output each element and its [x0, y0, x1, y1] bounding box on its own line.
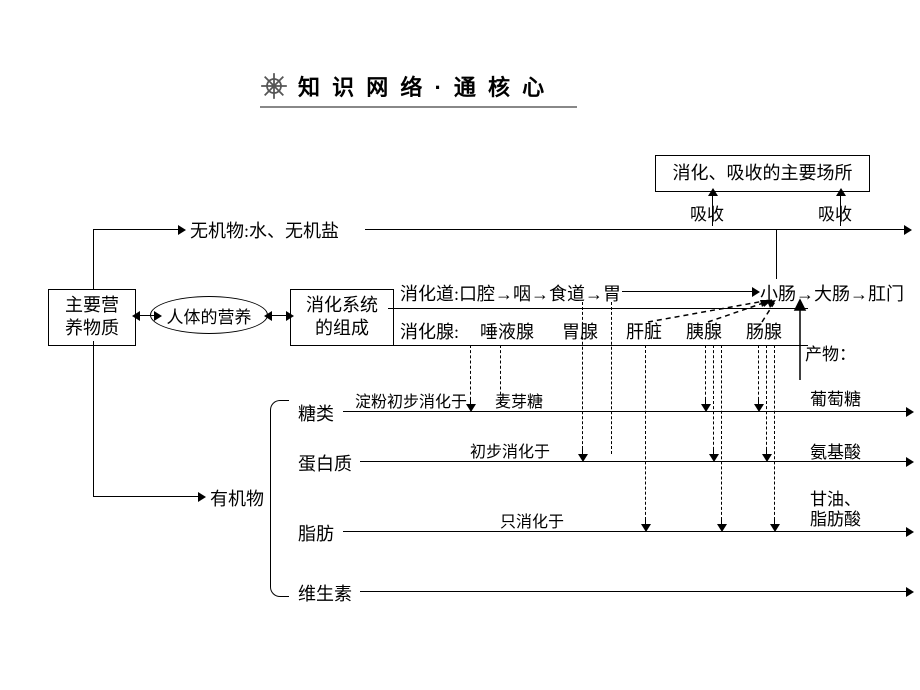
- box-digestive-system: 消化系统 的组成: [290, 289, 394, 346]
- label-glucose: 葡萄糖: [810, 385, 861, 410]
- label-carbs: 糖类: [298, 400, 334, 426]
- dash-liver-down: [645, 345, 646, 525]
- arrow-vitamin-end: [900, 591, 906, 592]
- main-site-label: 消化、吸收的主要场所: [673, 163, 853, 183]
- arrow-to-organic: [93, 496, 198, 497]
- label-absorb-2: 吸收: [818, 200, 852, 225]
- arrow-fat-end: [900, 531, 906, 532]
- digestive-system-label: 消化系统 的组成: [306, 295, 378, 338]
- dash-pancreas-p3: [721, 345, 722, 525]
- gland-intestine: 肠腺: [746, 318, 782, 344]
- dash-intestine-a1: [758, 398, 759, 404]
- dash-intestine-p3: [774, 345, 775, 525]
- arrow-tract-to-small-int: [622, 291, 752, 292]
- gland-gastric: 胃腺: [562, 318, 598, 344]
- label-protein-note: 初步消化于: [470, 438, 550, 462]
- main-nutrients-label: 主要营 养物质: [65, 295, 119, 338]
- dash-gastric-arrow: [582, 448, 583, 454]
- label-fat-note: 只消化于: [500, 508, 564, 532]
- human-nutrition-label: 人体的营养: [167, 303, 252, 328]
- dash-pancreas-p1: [705, 345, 706, 405]
- arrow-protein-end: [900, 461, 906, 462]
- label-maltose: 麦芽糖: [495, 388, 543, 412]
- label-products: 产物：: [805, 340, 856, 365]
- header-underline: [260, 106, 577, 108]
- label-absorb-1: 吸收: [690, 200, 724, 225]
- box-main-site: 消化、吸收的主要场所: [655, 155, 870, 192]
- vline-nutrients-down: [93, 341, 94, 496]
- label-tract-tail: 小肠→大肠→肛门: [760, 280, 904, 306]
- label-inorganic: 无机物:水、无机盐: [190, 217, 339, 243]
- dash-pancreas-a3: [721, 518, 722, 524]
- arrow-ellipse-to-system: [272, 315, 286, 316]
- dash-pancreas-a2: [713, 448, 714, 454]
- gland-pancreas: 胰腺: [686, 318, 722, 344]
- dash-intestine-a3: [774, 518, 775, 524]
- dash-gastric-down: [582, 302, 583, 454]
- label-starch-note: 淀粉初步消化于: [355, 388, 467, 412]
- vline-nutrients-up: [93, 229, 94, 290]
- arrow-inorganic-end: [898, 229, 904, 230]
- label-organic: 有机物: [210, 485, 264, 511]
- header-title: 知 识 网 络 · 通 核 心: [298, 70, 547, 102]
- dash-gastric-2: [611, 302, 612, 454]
- label-vitamin: 维生素: [298, 580, 352, 606]
- label-glands: 消化腺:: [400, 318, 459, 344]
- hline-sep-glands-bottom: [388, 345, 808, 346]
- brace-organic: [270, 400, 289, 597]
- wheel-icon: [260, 72, 288, 100]
- dash-salivary-down: [470, 345, 471, 405]
- label-tract: 消化道:口腔→咽→食道→胃: [400, 280, 621, 306]
- arrow-to-inorganic: [93, 229, 178, 230]
- label-protein: 蛋白质: [298, 450, 352, 476]
- hline-fat: [343, 531, 905, 532]
- gland-liver: 肝脏: [626, 318, 662, 344]
- dash-intestine-p1: [758, 345, 759, 405]
- gland-salivary: 唾液腺: [480, 318, 534, 344]
- dash-liver-arrow: [645, 518, 646, 524]
- box-main-nutrients: 主要营 养物质: [48, 289, 136, 346]
- ellipse-human-nutrition: 人体的营养: [150, 296, 268, 334]
- label-amino: 氨基酸: [810, 438, 861, 463]
- vline-absorb-to-small-int: [776, 229, 777, 279]
- hline-vitamin: [360, 591, 905, 592]
- arrow-carbs-end: [900, 411, 906, 412]
- dash-salivary-2: [500, 345, 501, 405]
- dash-pancreas-a1: [705, 398, 706, 404]
- hline-inorganic-long: [365, 229, 900, 230]
- dash-salivary-arrow: [470, 398, 471, 404]
- header: 知 识 网 络 · 通 核 心: [260, 70, 547, 102]
- dash-pancreas-p2: [713, 345, 714, 455]
- hline-sep-tract-glands: [388, 308, 808, 309]
- label-glycerol: 甘油、 脂肪酸: [810, 490, 861, 531]
- dash-intestine-p2: [766, 345, 767, 455]
- label-fat: 脂肪: [298, 520, 334, 546]
- dash-intestine-a2: [766, 448, 767, 454]
